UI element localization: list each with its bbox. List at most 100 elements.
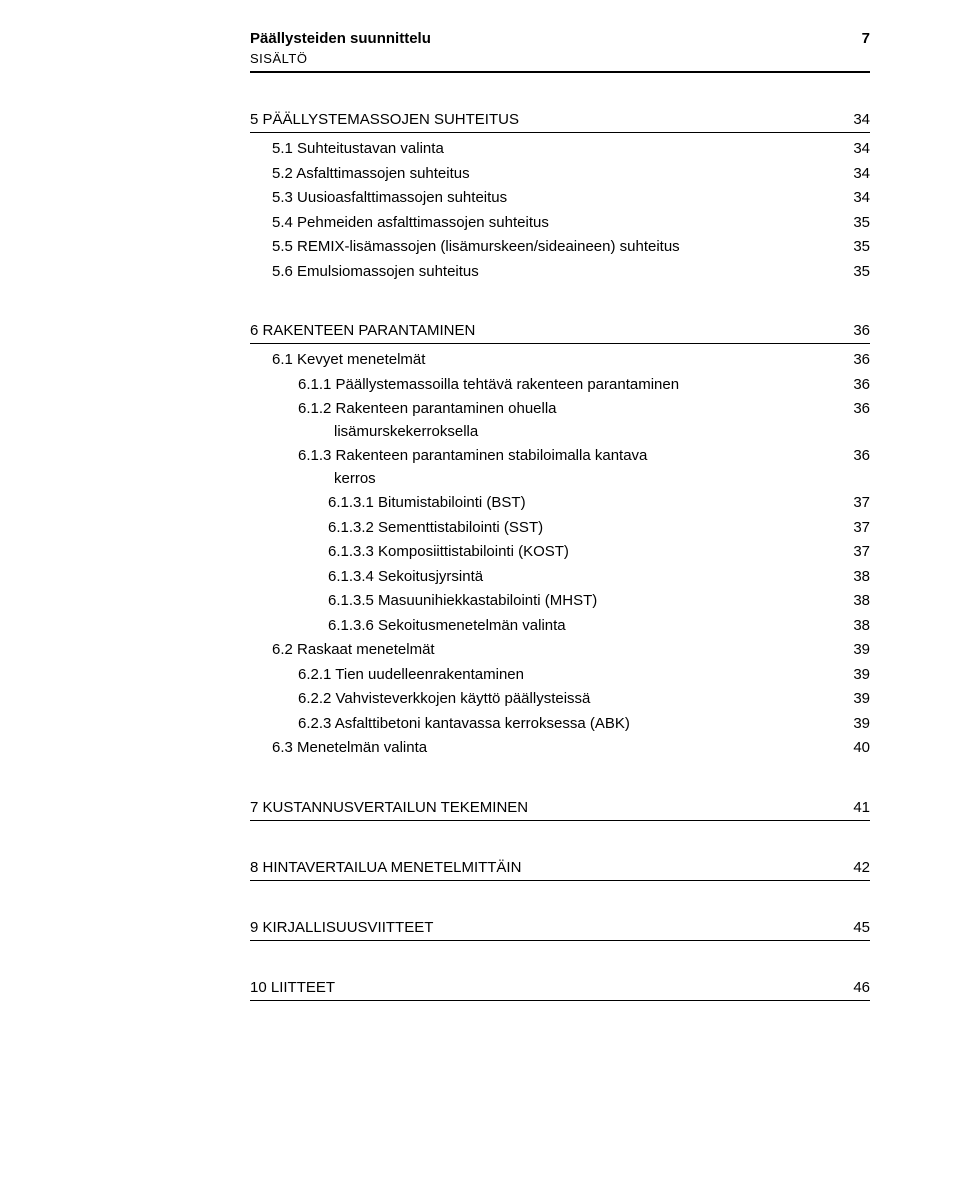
section-page: 42 — [853, 859, 870, 876]
toc-entry: 6.1.2 Rakenteen parantaminen ohuella lisä… — [250, 397, 870, 444]
section-page: 34 — [853, 111, 870, 128]
entry-page: 36 — [836, 445, 870, 468]
section-page: 46 — [853, 979, 870, 996]
section-title-row: 8 HINTAVERTAILUA MENETELMITTÄIN 42 — [250, 859, 870, 881]
toc-sections: 5 PÄÄLLYSTEMASSOJEN SUHTEITUS345.1 Suhte… — [250, 111, 870, 1001]
section-title: 9 KIRJALLISUUSVIITTEET — [250, 919, 433, 936]
toc-entry: 6.2 Raskaat menetelmät39 — [250, 638, 870, 663]
toc-entry: 6.1.3.3 Komposiittistabilointi (KOST)37 — [250, 540, 870, 565]
entry-page: 39 — [836, 713, 870, 736]
header-top-row: Päällysteiden suunnittelu 7 — [250, 30, 870, 47]
entry-page: 36 — [836, 349, 870, 372]
section-title-row: 10 LIITTEET 46 — [250, 979, 870, 1001]
toc-entry: 6.2.2 Vahvisteverkkojen käyttö päällyste… — [250, 687, 870, 712]
entry-page: 36 — [836, 374, 870, 397]
section-page: 36 — [853, 322, 870, 339]
entry-label: 6.2.3 Asfalttibetoni kantavassa kerrokse… — [250, 713, 836, 736]
document-page: Päällysteiden suunnittelu 7 SISÄLTÖ 5 PÄ… — [0, 0, 960, 1204]
entry-label: 6.1 Kevyet menetelmät — [250, 349, 836, 372]
entry-page: 34 — [836, 187, 870, 210]
section-entries: 6.1 Kevyet menetelmät366.1.1 Päällystema… — [250, 348, 870, 761]
toc-entry: 6.3 Menetelmän valinta40 — [250, 736, 870, 761]
entry-label: 6.1.3.6 Sekoitusmenetelmän valinta — [250, 615, 836, 638]
section-title-row: 9 KIRJALLISUUSVIITTEET 45 — [250, 919, 870, 941]
entry-page: 38 — [836, 590, 870, 613]
entry-page: 39 — [836, 639, 870, 662]
entry-label: 6.1.3.5 Masuunihiekkastabilointi (MHST) — [250, 590, 836, 613]
entry-page: 38 — [836, 615, 870, 638]
toc-entry: 6.2.1 Tien uudelleenrakentaminen39 — [250, 663, 870, 688]
entry-label: 5.5 REMIX-lisämassojen (lisämurskeen/sid… — [250, 236, 836, 259]
entry-line1: 6.1.3 Rakenteen parantaminen stabiloimal… — [298, 447, 647, 464]
toc-entry: 6.2.3 Asfalttibetoni kantavassa kerrokse… — [250, 712, 870, 737]
entry-label: 5.6 Emulsiomassojen suhteitus — [250, 261, 836, 284]
section-title-row: 6 RAKENTEEN PARANTAMINEN 36 — [250, 322, 870, 344]
entry-label: 6.1.3.4 Sekoitusjyrsintä — [250, 566, 836, 589]
toc-section: 6 RAKENTEEN PARANTAMINEN366.1 Kevyet men… — [250, 322, 870, 761]
entry-page: 34 — [836, 163, 870, 186]
entry-label: 6.1.3 Rakenteen parantaminen stabiloimal… — [250, 445, 836, 490]
toc-section: 5 PÄÄLLYSTEMASSOJEN SUHTEITUS345.1 Suhte… — [250, 111, 870, 284]
entry-page: 35 — [836, 236, 870, 259]
section-page: 41 — [853, 799, 870, 816]
section-page: 45 — [853, 919, 870, 936]
toc-entry: 5.4 Pehmeiden asfalttimassojen suhteitus… — [250, 211, 870, 236]
toc-section: 7 KUSTANNUSVERTAILUN TEKEMINEN 41 — [250, 799, 870, 821]
entry-label: 6.2.2 Vahvisteverkkojen käyttö päällyste… — [250, 688, 836, 711]
toc-entry: 6.1.3.1 Bitumistabilointi (BST)37 — [250, 491, 870, 516]
entry-page: 35 — [836, 212, 870, 235]
entry-page: 39 — [836, 664, 870, 687]
section-entries: 5.1 Suhteitustavan valinta345.2 Asfaltti… — [250, 137, 870, 284]
toc-entry: 5.3 Uusioasfalttimassojen suhteitus34 — [250, 186, 870, 211]
section-title: 10 LIITTEET — [250, 979, 335, 996]
entry-line1: 6.1.2 Rakenteen parantaminen ohuella — [298, 400, 557, 417]
toc-entry: 6.1.3.5 Masuunihiekkastabilointi (MHST)3… — [250, 589, 870, 614]
entry-label: 6.3 Menetelmän valinta — [250, 737, 836, 760]
toc-entry: 6.1.3.4 Sekoitusjyrsintä38 — [250, 565, 870, 590]
toc-section: 9 KIRJALLISUUSVIITTEET 45 — [250, 919, 870, 941]
toc-entry: 5.1 Suhteitustavan valinta34 — [250, 137, 870, 162]
entry-page: 40 — [836, 737, 870, 760]
entry-label: 6.1.3.2 Sementtistabilointi (SST) — [250, 517, 836, 540]
entry-page: 38 — [836, 566, 870, 589]
toc-entry: 5.6 Emulsiomassojen suhteitus35 — [250, 260, 870, 285]
toc-entry: 6.1.3.2 Sementtistabilointi (SST)37 — [250, 516, 870, 541]
section-title: 8 HINTAVERTAILUA MENETELMITTÄIN — [250, 859, 521, 876]
toc-entry: 5.2 Asfalttimassojen suhteitus34 — [250, 162, 870, 187]
entry-label: 5.3 Uusioasfalttimassojen suhteitus — [250, 187, 836, 210]
toc-entry: 6.1.3 Rakenteen parantaminen stabiloimal… — [250, 444, 870, 491]
entry-label: 6.1.2 Rakenteen parantaminen ohuella lisä… — [250, 398, 836, 443]
entry-page: 37 — [836, 492, 870, 515]
entry-label: 6.1.3.3 Komposiittistabilointi (KOST) — [250, 541, 836, 564]
entry-label: 6.1.3.1 Bitumistabilointi (BST) — [250, 492, 836, 515]
entry-page: 39 — [836, 688, 870, 711]
entry-label: 5.2 Asfalttimassojen suhteitus — [250, 163, 836, 186]
entry-page: 36 — [836, 398, 870, 421]
entry-page: 34 — [836, 138, 870, 161]
entry-page: 37 — [836, 517, 870, 540]
entry-line2: kerros — [298, 468, 816, 491]
entry-label: 5.1 Suhteitustavan valinta — [250, 138, 836, 161]
toc-section: 10 LIITTEET 46 — [250, 979, 870, 1001]
header-page-number: 7 — [862, 30, 870, 47]
entry-page: 35 — [836, 261, 870, 284]
toc-entry: 6.1.3.6 Sekoitusmenetelmän valinta38 — [250, 614, 870, 639]
entry-page: 37 — [836, 541, 870, 564]
header-subtitle: SISÄLTÖ — [250, 51, 870, 66]
toc-section: 8 HINTAVERTAILUA MENETELMITTÄIN 42 — [250, 859, 870, 881]
header-title: Päällysteiden suunnittelu — [250, 30, 431, 47]
page-header: Päällysteiden suunnittelu 7 SISÄLTÖ — [250, 30, 870, 73]
toc-entry: 6.1.1 Päällystemassoilla tehtävä rakente… — [250, 373, 870, 398]
entry-label: 6.2.1 Tien uudelleenrakentaminen — [250, 664, 836, 687]
entry-label: 6.1.1 Päällystemassoilla tehtävä rakente… — [250, 374, 836, 397]
section-title-row: 7 KUSTANNUSVERTAILUN TEKEMINEN 41 — [250, 799, 870, 821]
section-title: 5 PÄÄLLYSTEMASSOJEN SUHTEITUS — [250, 111, 519, 128]
section-title-row: 5 PÄÄLLYSTEMASSOJEN SUHTEITUS 34 — [250, 111, 870, 133]
entry-label: 6.2 Raskaat menetelmät — [250, 639, 836, 662]
section-title: 7 KUSTANNUSVERTAILUN TEKEMINEN — [250, 799, 528, 816]
toc-entry: 5.5 REMIX-lisämassojen (lisämurskeen/sid… — [250, 235, 870, 260]
section-title: 6 RAKENTEEN PARANTAMINEN — [250, 322, 475, 339]
toc-entry: 6.1 Kevyet menetelmät36 — [250, 348, 870, 373]
entry-line2: lisämurskekerroksella — [298, 421, 816, 444]
entry-label: 5.4 Pehmeiden asfalttimassojen suhteitus — [250, 212, 836, 235]
